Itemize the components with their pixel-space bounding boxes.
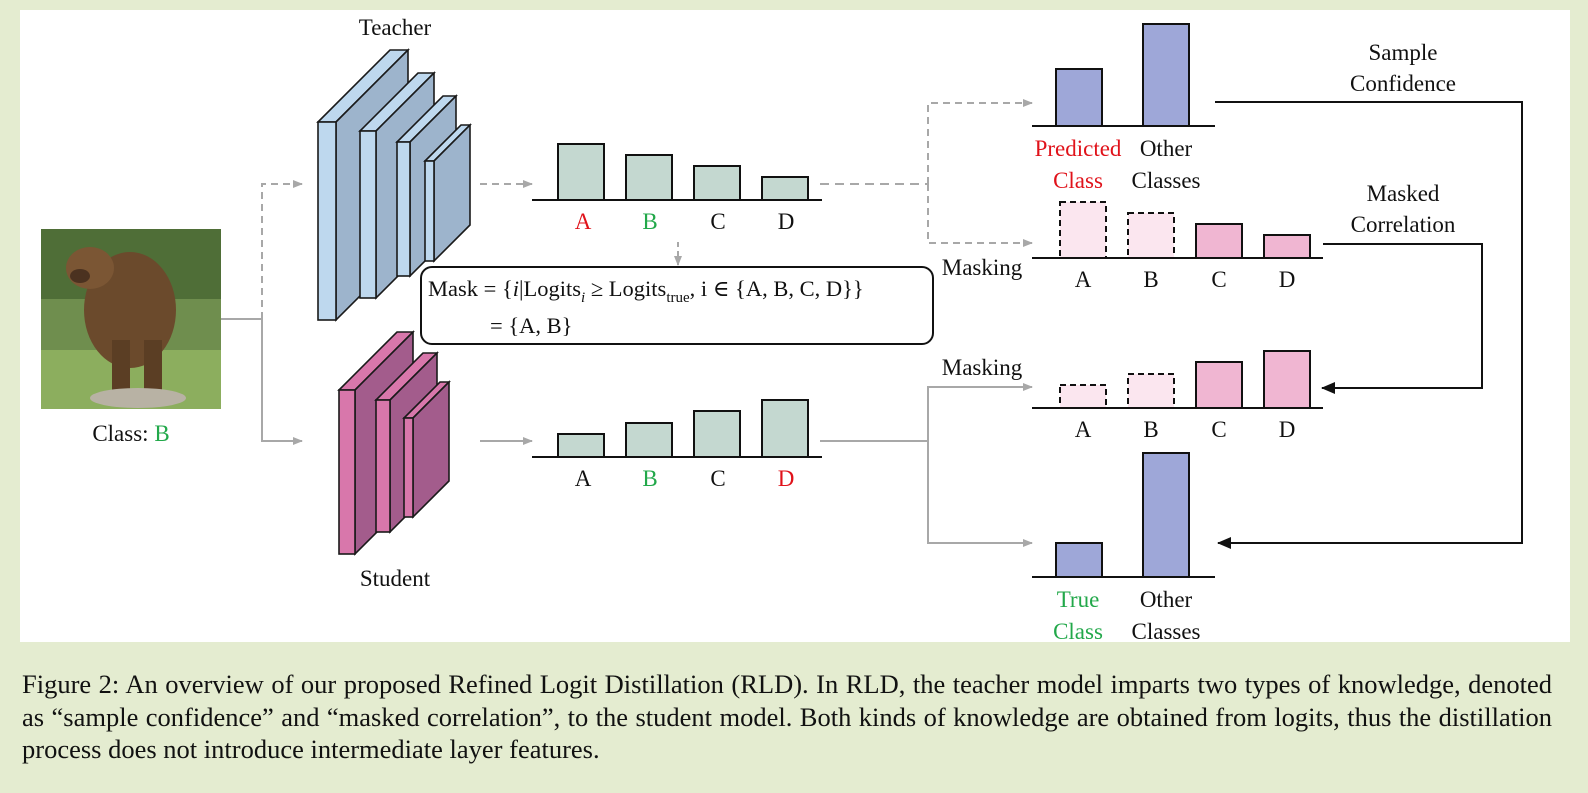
teacher-class-d: D <box>778 209 795 234</box>
corr-student-class-d: D <box>1279 417 1296 442</box>
confidence-student-bar-1 <box>1055 542 1103 578</box>
masked-correlation-student-chart <box>1032 350 1323 409</box>
sample-confidence-connector <box>1215 101 1523 549</box>
teacher-logits-chart <box>532 143 822 201</box>
student-label: Student <box>360 566 431 591</box>
input-class-value: B <box>154 421 169 446</box>
diagram-canvas: Teacher Student A B C D A B C D Mask = {… <box>20 10 1570 642</box>
teacher-class-b: B <box>642 209 657 234</box>
corr-student-class-a: A <box>1075 417 1092 442</box>
masked-correlation-teacher-chart <box>1032 201 1323 259</box>
teacher-branch-arrows <box>674 99 1033 266</box>
bear-photo <box>41 229 221 409</box>
student-branch-arrows <box>820 383 1033 547</box>
mask-formula-line2: = {A, B} <box>490 313 572 338</box>
teacher-logit-bar-2 <box>625 154 673 201</box>
true-class-label-1: True <box>1057 587 1100 612</box>
correlation-student-bar-4 <box>1263 350 1311 409</box>
student-logits-chart <box>532 399 822 458</box>
masked-correlation-connector <box>1321 243 1483 394</box>
student-logit-bar-4 <box>761 399 809 458</box>
student-class-b: B <box>642 466 657 491</box>
student-block-1-front <box>338 389 356 555</box>
figure-caption: Figure 2: An overview of our proposed Re… <box>22 669 1552 764</box>
corr-teacher-class-d: D <box>1279 267 1296 292</box>
correlation-teacher-bar-2 <box>1127 212 1175 259</box>
teacher-class-a: A <box>575 209 592 234</box>
correlation-student-bar-1 <box>1059 384 1107 409</box>
correlation-teacher-bar-4 <box>1263 234 1311 259</box>
predicted-class-label-1: Predicted <box>1035 136 1122 161</box>
student-logit-bar-3 <box>693 410 741 458</box>
student-network <box>337 330 451 556</box>
teacher-class-c: C <box>710 209 725 234</box>
student-block-3-front <box>403 417 414 518</box>
confidence-student-bar-2 <box>1142 452 1190 578</box>
corr-teacher-class-c: C <box>1211 267 1226 292</box>
masking-label-student: Masking <box>942 355 1023 380</box>
teacher-block-1-front <box>317 121 337 321</box>
correlation-student-bar-2 <box>1127 373 1175 409</box>
masked-correlation-label-2: Correlation <box>1351 212 1456 237</box>
corr-teacher-class-b: B <box>1143 267 1158 292</box>
student-class-a: A <box>575 466 592 491</box>
corr-student-class-c: C <box>1211 417 1226 442</box>
teacher-logit-bar-4 <box>761 176 809 201</box>
other-classes-teacher-label-2: Classes <box>1132 168 1201 193</box>
sample-confidence-label-2: Confidence <box>1350 71 1456 96</box>
sample-confidence-student-chart <box>1032 452 1215 578</box>
input-class-prefix: Class: <box>92 421 154 446</box>
confidence-teacher-bar-2 <box>1142 23 1190 127</box>
correlation-student-bar-3 <box>1195 361 1243 409</box>
student-logit-bar-1 <box>557 433 605 458</box>
corr-student-class-b: B <box>1143 417 1158 442</box>
sample-confidence-teacher-chart <box>1032 23 1215 127</box>
masked-correlation-label-1: Masked <box>1367 181 1440 206</box>
teacher-network <box>316 48 472 322</box>
other-classes-student-label-1: Other <box>1140 587 1193 612</box>
input-connectors <box>221 180 303 445</box>
teacher-logit-bar-1 <box>557 143 605 201</box>
student-logit-bar-2 <box>625 422 673 458</box>
rld-diagram: Teacher Student A B C D A B C D Mask = {… <box>41 15 1523 642</box>
correlation-teacher-bar-1 <box>1059 201 1107 259</box>
mask-formula-box: Mask = {i|Logitsi ≥ Logitstrue, i ∈ {A, … <box>420 266 934 345</box>
predicted-class-label-2: Class <box>1053 168 1103 193</box>
student-class-c: C <box>710 466 725 491</box>
teacher-block-3-front <box>396 141 411 277</box>
true-class-label-2: Class <box>1053 619 1103 642</box>
student-block-2-front <box>375 399 391 533</box>
confidence-teacher-bar-1 <box>1055 68 1103 127</box>
corr-teacher-class-a: A <box>1075 267 1092 292</box>
teacher-block-2-front <box>359 130 377 299</box>
sample-confidence-label-1: Sample <box>1369 40 1438 65</box>
teacher-logit-bar-3 <box>693 165 741 201</box>
teacher-label: Teacher <box>359 15 432 40</box>
mask-formula-line1: Mask = {i|Logitsi ≥ Logitstrue, i ∈ {A, … <box>428 276 864 306</box>
other-classes-student-label-2: Classes <box>1132 619 1201 642</box>
input-class-label: Class: B <box>92 421 169 446</box>
correlation-teacher-bar-3 <box>1195 223 1243 259</box>
masking-label-teacher: Masking <box>942 255 1023 280</box>
student-class-d: D <box>778 466 795 491</box>
teacher-block-4-front <box>424 160 435 262</box>
other-classes-teacher-label-1: Other <box>1140 136 1193 161</box>
